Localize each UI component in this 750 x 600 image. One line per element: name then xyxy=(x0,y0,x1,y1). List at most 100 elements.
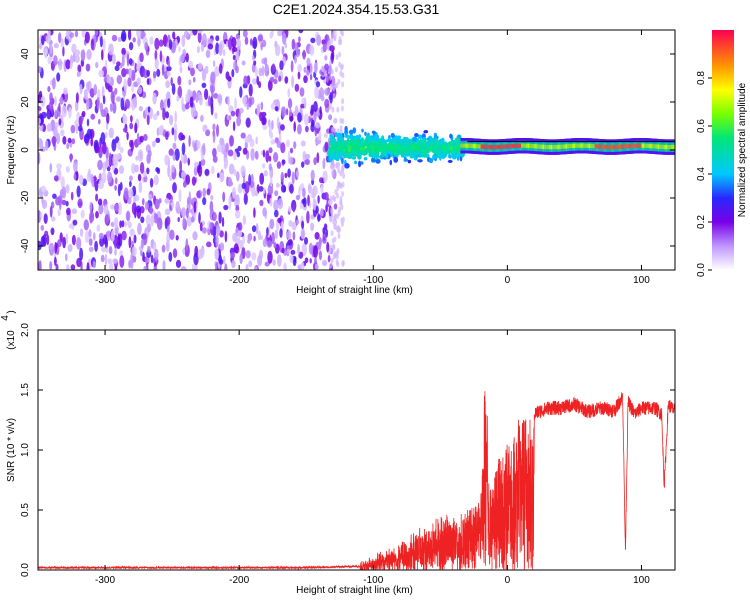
noise-blob xyxy=(193,201,197,214)
noise-blob xyxy=(248,83,253,97)
noise-blob xyxy=(233,151,237,161)
noise-blob xyxy=(181,142,186,156)
signal-blob xyxy=(340,146,344,151)
signal-blob xyxy=(426,137,430,141)
noise-blob xyxy=(154,37,160,50)
noise-blob xyxy=(100,132,106,145)
noise-blob xyxy=(184,103,190,110)
noise-blob xyxy=(308,242,313,255)
noise-blob xyxy=(93,84,98,96)
signal-blob xyxy=(432,155,438,159)
noise-blob xyxy=(61,186,67,199)
noise-blob xyxy=(108,43,114,56)
noise-blob xyxy=(240,132,246,139)
noise-blob xyxy=(238,112,241,120)
noise-blob xyxy=(133,234,137,244)
noise-blob xyxy=(222,191,226,203)
noise-blob xyxy=(293,256,297,263)
noise-blob xyxy=(283,262,287,270)
noise-blob xyxy=(327,254,331,263)
noise-blob xyxy=(193,166,198,176)
noise-blob xyxy=(181,34,186,48)
signal-blob xyxy=(396,137,401,144)
noise-blob xyxy=(150,215,154,227)
noise-blob xyxy=(108,152,112,165)
noise-blob xyxy=(191,216,195,223)
noise-blob xyxy=(104,131,108,139)
noise-blob xyxy=(129,228,135,237)
noise-blob xyxy=(212,60,216,68)
noise-blob xyxy=(319,177,324,184)
noise-blob xyxy=(97,159,103,171)
noise-blob xyxy=(303,97,307,109)
signal-blob xyxy=(358,134,362,139)
noise-blob xyxy=(53,175,59,182)
noise-blob xyxy=(145,50,150,56)
noise-blob xyxy=(161,244,166,253)
noise-blob xyxy=(277,217,282,224)
noise-blob xyxy=(93,175,97,188)
noise-blob xyxy=(289,147,294,154)
noise-blob xyxy=(155,137,161,143)
noise-blob xyxy=(261,163,266,169)
noise-blob xyxy=(256,75,260,86)
noise-blob xyxy=(175,201,180,214)
noise-blob xyxy=(172,153,176,161)
noise-blob xyxy=(99,236,105,247)
signal-blob xyxy=(380,138,386,145)
noise-blob xyxy=(132,37,136,43)
signal-blob xyxy=(451,152,455,156)
noise-blob xyxy=(73,173,77,181)
noise-blob xyxy=(276,161,282,169)
noise-blob xyxy=(210,103,214,116)
noise-blob xyxy=(301,97,305,105)
y-axis-label: Frequency (Hz) xyxy=(6,116,17,185)
noise-blob xyxy=(245,263,249,270)
noise-blob xyxy=(139,135,144,143)
y-scale-close: ) xyxy=(6,310,17,313)
noise-blob xyxy=(111,34,118,42)
noise-blob xyxy=(227,149,234,157)
noise-blob xyxy=(50,227,55,236)
y-tick-label: 0 xyxy=(20,147,31,153)
noise-fringe-blob xyxy=(329,195,333,202)
noise-blob xyxy=(239,107,244,114)
noise-blob xyxy=(174,129,177,142)
noise-blob xyxy=(193,111,198,117)
noise-blob xyxy=(269,177,273,188)
noise-fringe-blob xyxy=(341,260,345,266)
noise-blob xyxy=(322,259,328,267)
noise-fringe-blob xyxy=(337,167,341,174)
noise-blob xyxy=(123,187,129,200)
signal-blob xyxy=(354,160,357,165)
noise-blob xyxy=(314,85,320,99)
signal-blob xyxy=(339,151,342,156)
noise-blob xyxy=(206,188,211,196)
noise-blob xyxy=(329,45,335,52)
noise-blob xyxy=(55,263,59,270)
noise-blob xyxy=(197,165,200,174)
noise-blob xyxy=(115,96,122,102)
noise-blob xyxy=(288,98,292,110)
noise-blob xyxy=(128,42,134,51)
noise-blob xyxy=(46,123,52,132)
signal-blob xyxy=(394,135,398,140)
noise-fringe-blob xyxy=(338,51,342,58)
noise-blob xyxy=(79,228,84,238)
noise-blob xyxy=(114,265,118,270)
noise-blob xyxy=(198,94,203,106)
noise-blob xyxy=(119,220,122,228)
noise-blob xyxy=(249,38,253,46)
noise-blob xyxy=(119,165,124,175)
colorbar-tick-label: 0.0 xyxy=(696,263,707,277)
noise-blob xyxy=(234,210,241,219)
noise-blob xyxy=(273,78,278,85)
noise-blob xyxy=(305,125,309,133)
signal-blob xyxy=(420,140,426,147)
noise-blob xyxy=(319,106,322,115)
noise-blob xyxy=(215,35,220,42)
noise-blob xyxy=(41,111,47,119)
noise-blob xyxy=(165,216,171,226)
noise-blob xyxy=(295,48,301,57)
noise-blob xyxy=(147,149,152,158)
